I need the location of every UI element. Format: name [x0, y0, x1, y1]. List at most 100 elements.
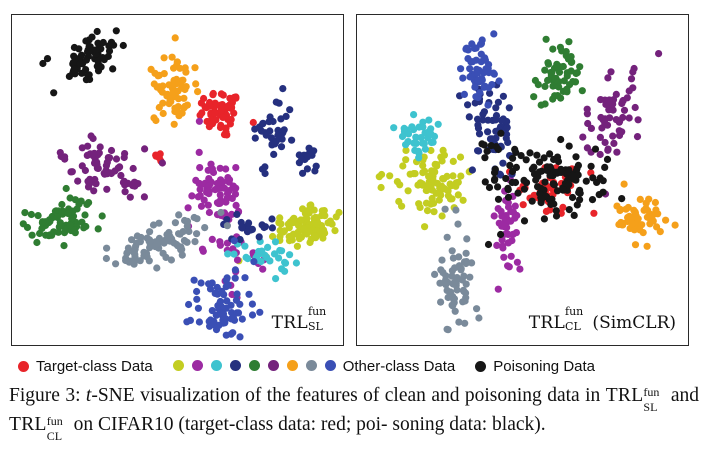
- scatter-point: [80, 224, 88, 232]
- scatter-point: [58, 200, 66, 209]
- scatter-point: [481, 178, 489, 186]
- scatter-point: [219, 113, 227, 121]
- series-poisoning-data10: [39, 27, 127, 97]
- scatter-point: [197, 279, 205, 287]
- scatter-point: [281, 259, 290, 267]
- scatter-point: [490, 30, 498, 38]
- scatter-point: [555, 83, 563, 91]
- scatter-point: [162, 253, 170, 261]
- scatter-point: [205, 208, 213, 217]
- scatter-point: [196, 111, 204, 119]
- scatter-point: [170, 120, 178, 128]
- scatter-point: [541, 178, 549, 186]
- scatter-point: [471, 44, 479, 52]
- scatter-point: [200, 94, 208, 103]
- scatter-point: [179, 76, 187, 84]
- scatter-point: [402, 156, 410, 164]
- scatter-point: [193, 287, 201, 296]
- scatter-point: [478, 140, 486, 148]
- scatter-point: [563, 72, 571, 80]
- scatter-point: [209, 91, 217, 99]
- scatter-point: [402, 146, 410, 154]
- scatter-point: [495, 219, 503, 227]
- scatter-point: [557, 94, 565, 102]
- scatter-point: [230, 93, 238, 101]
- scatter-point: [216, 191, 224, 199]
- scatter-point: [175, 211, 183, 219]
- scatter-point: [587, 162, 595, 170]
- scatter-point: [119, 178, 127, 187]
- scatter-point: [449, 172, 457, 180]
- scatter-point: [484, 128, 492, 136]
- scatter-point: [169, 85, 177, 93]
- scatter-point: [619, 97, 627, 105]
- scatter-point: [217, 105, 226, 113]
- scatter-point: [146, 228, 154, 236]
- scatter-point: [82, 76, 90, 84]
- scatter-point: [427, 130, 435, 138]
- scatter-point: [176, 230, 184, 238]
- caption-sub-2: CL: [46, 429, 63, 443]
- legend-marker-target: [18, 360, 29, 372]
- scatter-point: [464, 55, 472, 63]
- scatter-point: [631, 241, 640, 249]
- scatter-point: [270, 250, 279, 258]
- scatter-point: [107, 146, 116, 155]
- scatter-point: [587, 124, 595, 132]
- scatter-point: [45, 232, 53, 240]
- scatter-point: [43, 55, 52, 63]
- scatter-point: [498, 242, 507, 250]
- scatter-point: [596, 133, 604, 141]
- scatter-point: [448, 247, 456, 255]
- scatter-point: [190, 276, 198, 284]
- scatter-point: [628, 219, 636, 228]
- scatter-point: [271, 140, 279, 148]
- scatter-point: [655, 50, 663, 58]
- scatter-point: [121, 188, 129, 196]
- scatter-point: [224, 102, 232, 110]
- legend-markers-other: [169, 358, 340, 375]
- scatter-point: [33, 238, 41, 247]
- scatter-point: [593, 178, 601, 186]
- series-poisoning-data10: [478, 129, 626, 249]
- scatter-point: [565, 206, 573, 214]
- scatter-point: [601, 138, 609, 147]
- scatter-point: [400, 124, 408, 132]
- series-other-class-data8: [431, 205, 483, 334]
- scatter-point: [167, 98, 175, 106]
- scatter-point: [230, 109, 238, 117]
- scatter-point: [627, 75, 636, 83]
- scatter-point: [92, 159, 100, 167]
- scatter-point: [255, 233, 263, 241]
- scatter-point: [441, 205, 449, 213]
- scatter-point: [497, 207, 505, 215]
- scatter-point: [233, 290, 241, 298]
- scatter-point: [534, 183, 542, 191]
- scatter-point: [250, 258, 258, 266]
- caption-prefix: Figure 3:: [9, 385, 86, 406]
- scatter-point: [492, 116, 500, 124]
- scatter-point: [643, 242, 651, 250]
- scatter-point: [398, 132, 407, 141]
- scatter-point: [160, 54, 168, 62]
- scatter-point: [188, 192, 196, 200]
- scatter-point: [255, 247, 263, 256]
- scatter-point: [185, 227, 193, 236]
- scatter-point: [500, 253, 508, 261]
- scatter-point: [155, 219, 163, 227]
- scatter-point: [173, 107, 181, 115]
- scatter-point: [271, 238, 280, 246]
- scatter-point: [444, 192, 452, 200]
- scatter-point: [102, 254, 110, 263]
- scatter-point: [494, 285, 502, 293]
- scatter-point: [112, 155, 121, 163]
- scatter-point: [631, 103, 639, 112]
- scatter-point: [28, 231, 36, 239]
- method-subscript: SL: [308, 320, 323, 333]
- scatter-point: [83, 151, 91, 159]
- scatter-point: [498, 236, 506, 244]
- scatter-point: [60, 242, 68, 250]
- caption-method-sl: TRL: [605, 385, 644, 406]
- scatter-point: [599, 188, 607, 196]
- scatter-point: [563, 85, 571, 93]
